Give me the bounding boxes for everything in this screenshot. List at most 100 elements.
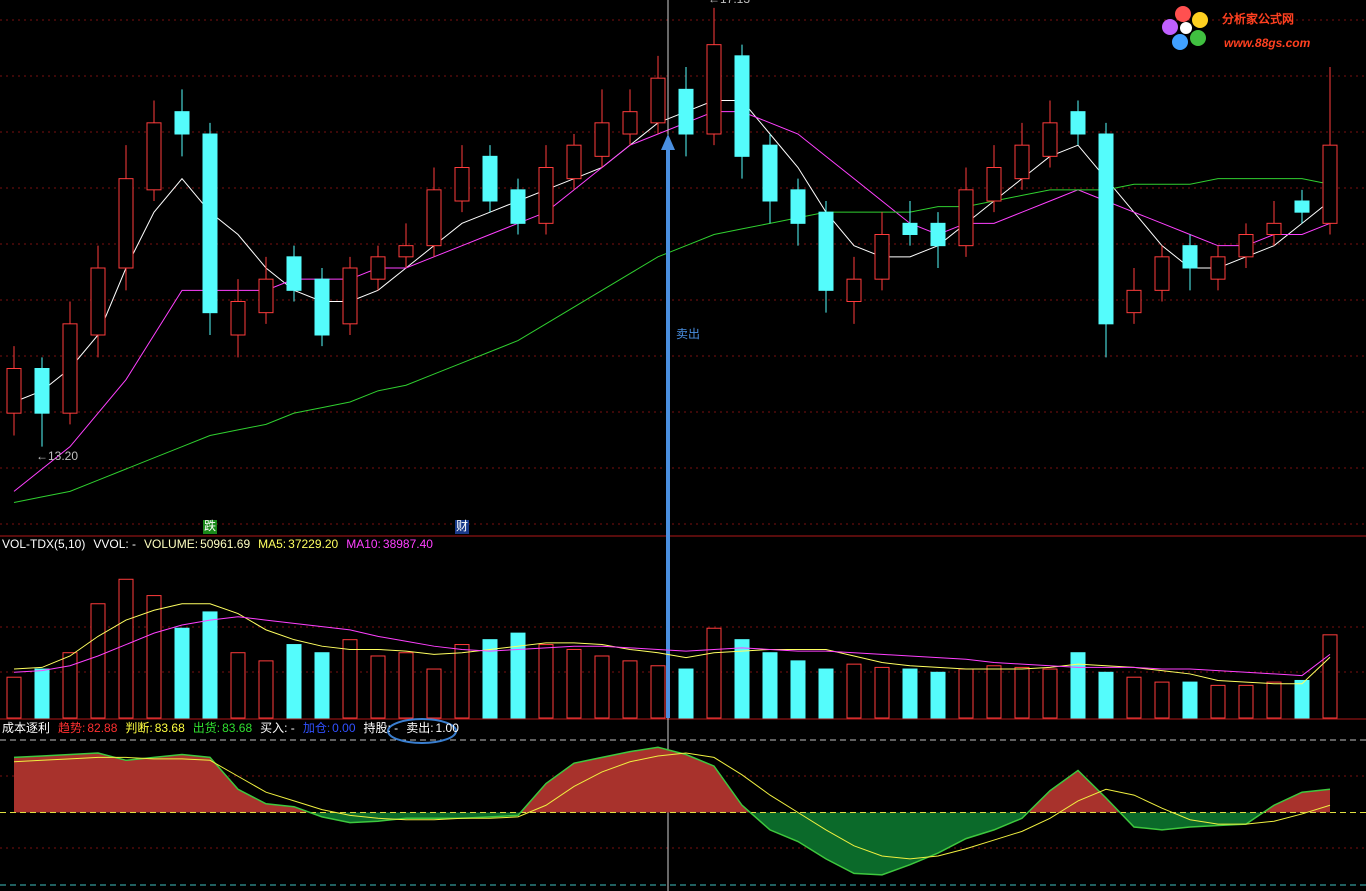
- candle-body: [454, 167, 470, 202]
- volume-bar: [1042, 668, 1058, 719]
- candle-body: [314, 278, 330, 336]
- signal-label: 卖出: [676, 327, 700, 341]
- legend-label: 持股: -: [364, 720, 399, 735]
- candle-body: [1294, 200, 1310, 213]
- volume-bar: [650, 665, 666, 719]
- volume-bar: [342, 639, 358, 719]
- indicator-line: [13, 752, 1331, 860]
- candle-body: [706, 44, 722, 135]
- volume-bar: [930, 671, 946, 719]
- legend-value: 83.68: [155, 721, 185, 735]
- volume-bar: [1238, 684, 1254, 719]
- candle-body: [930, 222, 946, 247]
- volume-bar: [1126, 676, 1142, 719]
- volume-bar: [314, 652, 330, 719]
- volume-bar: [454, 644, 470, 719]
- volume-bar: [790, 660, 806, 719]
- area-above: [14, 747, 1330, 813]
- volume-bar: [846, 663, 862, 719]
- volume-bar: [90, 603, 106, 719]
- volume-bar: [734, 639, 750, 719]
- volume-bar: [202, 611, 218, 719]
- candle-body: [258, 278, 274, 314]
- candle-body: [986, 167, 1002, 202]
- legend-label: 卖出:: [406, 721, 433, 735]
- logo-icon: [1162, 6, 1208, 50]
- legend: 成本逐利 趋势: 82.88 判断: 83.68 出货: 83.68 买入: - 加仓: 0.00…: [2, 720, 459, 735]
- candle-body: [818, 211, 834, 291]
- volume-bar: [230, 652, 246, 719]
- volume-bar: [678, 668, 694, 719]
- volume-bar: [258, 660, 274, 719]
- candle-body: [1322, 144, 1338, 224]
- volume-bar: [174, 627, 190, 719]
- legend: VOL-TDX(5,10) VVOL: - VOLUME: 50961.69 MA5: 3…: [2, 537, 433, 551]
- volume-bar: [706, 627, 722, 719]
- highlight-ring: [387, 718, 457, 744]
- legend-value: 0.00: [332, 721, 356, 735]
- legend-value: 1.00: [436, 721, 460, 735]
- candle-body: [34, 368, 50, 414]
- legend-label: VVOL: -: [93, 537, 136, 551]
- candle-body: [958, 189, 974, 247]
- volume-bar: [538, 644, 554, 719]
- candle-body: [6, 368, 22, 414]
- volume-bar: [1294, 679, 1310, 719]
- signal-arrowhead: [661, 134, 675, 150]
- candle-body: [538, 167, 554, 224]
- candle-body: [90, 267, 106, 336]
- volume-bar: [622, 660, 638, 719]
- volume-bar: [818, 668, 834, 719]
- legend-label: VOLUME:: [144, 537, 198, 551]
- legend-label: 加仓:: [303, 721, 330, 735]
- candle-body: [1182, 245, 1198, 269]
- legend-label: 买入: -: [260, 721, 295, 735]
- volume-bar: [986, 665, 1002, 719]
- candle-body: [1210, 256, 1226, 280]
- candle-body: [370, 256, 386, 280]
- volume-bar: [1210, 684, 1226, 719]
- volume-bar: [398, 652, 414, 719]
- logo-title: 分析家公式网: [1222, 11, 1294, 26]
- volume-bar: [1154, 681, 1170, 719]
- legend-label: 成本逐利: [2, 721, 50, 735]
- volume-bar: [482, 639, 498, 719]
- candle-body: [874, 234, 890, 280]
- candle-body: [650, 77, 666, 124]
- volume-bar: [118, 578, 134, 719]
- candle-body: [118, 178, 134, 269]
- candle-body: [594, 122, 610, 157]
- volume-bar: [1266, 681, 1282, 719]
- event-marker: 跌: [204, 518, 216, 533]
- candle-body: [762, 144, 778, 202]
- legend-value: 82.88: [87, 721, 117, 735]
- candle-body: [1070, 111, 1086, 135]
- volume-bar: [426, 668, 442, 719]
- volume-bar: [510, 632, 526, 719]
- volume-bar: [874, 666, 890, 719]
- candle-body: [566, 144, 582, 180]
- candle-body: [286, 256, 302, 291]
- candle-body: [426, 189, 442, 247]
- candle-body: [1014, 144, 1030, 180]
- candle-body: [230, 301, 246, 336]
- volume-bar: [6, 676, 22, 719]
- volume-bar: [1182, 681, 1198, 719]
- candle-body: [202, 133, 218, 314]
- volume-bar: [1014, 666, 1030, 719]
- candle-body: [846, 278, 862, 302]
- candle-body: [146, 122, 162, 191]
- volume-bar: [1070, 652, 1086, 719]
- volume-bar: [62, 652, 78, 719]
- legend-label: MA5:: [258, 537, 286, 551]
- event-marker-bg: [455, 520, 469, 534]
- candle-body: [790, 189, 806, 224]
- volume-average-line: [13, 603, 1331, 685]
- candle-body: [62, 323, 78, 414]
- logo-url: www.88gs.com: [1224, 36, 1311, 50]
- price-annotation: ←17.13: [708, 0, 750, 6]
- volume-bar: [566, 648, 582, 719]
